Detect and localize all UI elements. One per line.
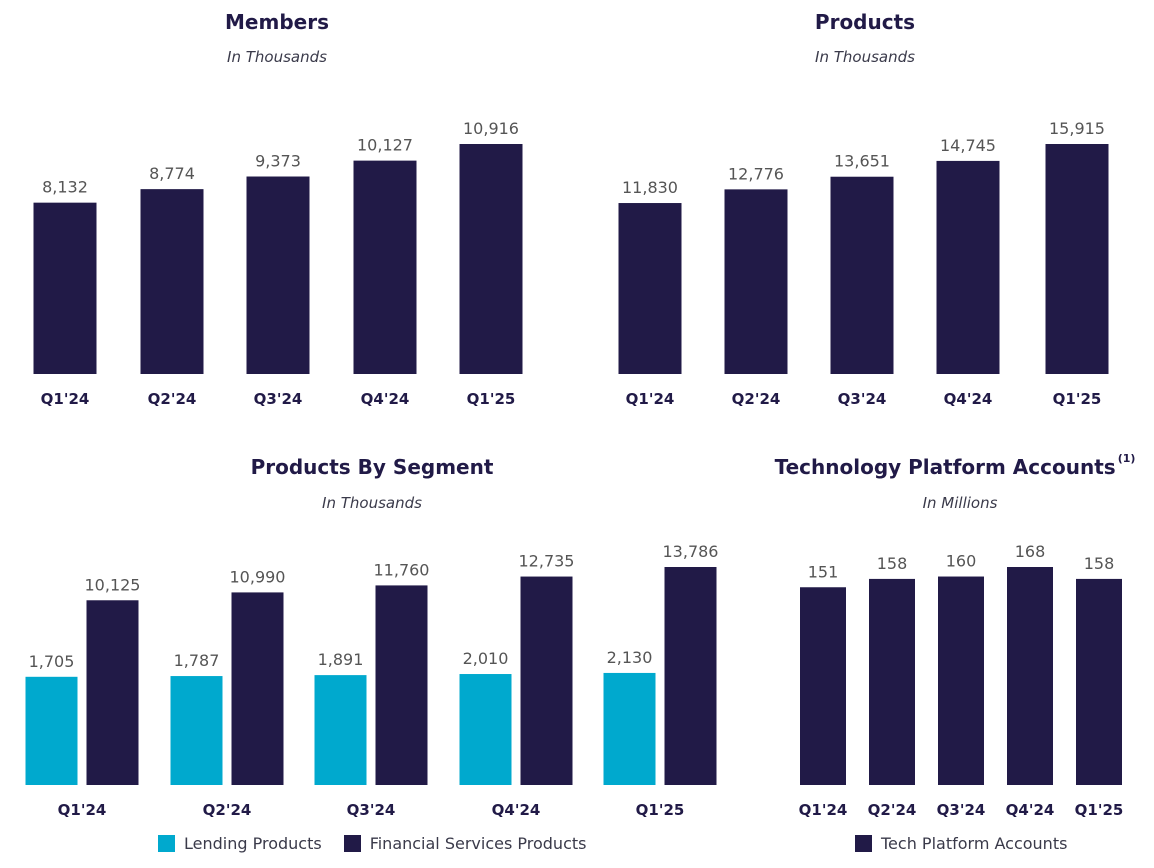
members-bar-4 [459,144,523,374]
members-bar-2 [246,176,310,374]
tech-bar-3 [1007,567,1053,785]
segment-data-label: 2,010 [463,649,509,668]
segment-bar-financial-0 [86,600,139,785]
segment-bar-financial-1 [231,592,284,785]
tech-chart-footnote: (1) [1117,452,1136,466]
legend-swatch-financial [343,835,361,852]
legend-item-tech: Tech Platform Accounts [855,834,1067,853]
products-bar-4 [1045,144,1109,374]
tech-legend: Tech Platform Accounts [855,834,1089,853]
products-chart-subtitle: In Thousands [815,48,915,66]
legend-label-financial: Financial Services Products [369,834,587,853]
segment-data-label: 13,786 [663,542,719,561]
segment-data-label: 11,760 [374,560,430,579]
members-data-label: 8,774 [149,164,195,183]
tech-category-label: Q2'24 [868,801,917,819]
segment-data-label: 12,735 [519,552,575,571]
segment-data-label: 1,705 [29,652,75,671]
segment-category-label: Q1'25 [636,801,685,819]
segment-category-label: Q4'24 [492,801,541,819]
segment-chart-title: Products By Segment [250,455,494,479]
members-data-label: 10,127 [357,136,413,155]
products-chart-title: Products [814,10,916,34]
tech-bar-2 [938,576,984,785]
members-data-label: 8,132 [42,178,88,197]
segment-category-label: Q2'24 [203,801,252,819]
segment-bar-lending-4 [603,672,656,785]
tech-data-label: 160 [946,552,977,571]
products-data-label: 12,776 [728,164,784,183]
tech-chart-subtitle: In Millions [922,494,998,512]
legend-swatch-tech [855,835,872,852]
products-category-label: Q1'24 [626,390,675,408]
segment-bar-lending-0 [25,676,78,785]
products-bar-3 [936,160,1000,374]
legend-swatch-lending [158,835,175,852]
legend-item-financial: Financial Services Products [343,834,587,853]
members-category-label: Q1'24 [41,390,90,408]
products-bar-2 [830,176,894,374]
legend-label-lending: Lending Products [184,834,322,853]
segment-legend: Lending Products Financial Services Prod… [158,834,608,853]
segment-bar-lending-1 [170,676,223,785]
products-category-label: Q3'24 [838,390,887,408]
products-bar-0 [618,203,682,374]
members-data-label: 10,916 [463,119,519,138]
tech-category-label: Q1'25 [1075,801,1124,819]
products-data-label: 15,915 [1049,119,1105,138]
products-data-label: 11,830 [622,178,678,197]
segment-bar-financial-2 [375,585,428,785]
segment-data-label: 10,125 [85,575,141,594]
tech-data-label: 158 [1084,554,1115,573]
tech-category-label: Q3'24 [937,801,986,819]
products-category-label: Q1'25 [1053,390,1102,408]
members-category-label: Q3'24 [254,390,303,408]
segment-data-label: 10,990 [230,567,286,586]
products-category-label: Q2'24 [732,390,781,408]
products-data-label: 13,651 [834,152,890,171]
segment-bar-lending-2 [314,675,367,785]
tech-data-label: 151 [808,562,839,581]
members-chart-title: Members [225,10,329,34]
members-chart-subtitle: In Thousands [227,48,327,66]
tech-category-label: Q1'24 [799,801,848,819]
members-category-label: Q1'25 [467,390,516,408]
segment-category-label: Q3'24 [347,801,396,819]
legend-item-lending: Lending Products [158,834,322,853]
tech-data-label: 158 [877,554,908,573]
segment-data-label: 1,891 [318,650,364,669]
tech-category-label: Q4'24 [1006,801,1055,819]
tech-data-label: 168 [1015,542,1046,561]
members-data-label: 9,373 [255,152,301,171]
tech-bar-0 [800,587,846,785]
segment-category-label: Q1'24 [58,801,107,819]
members-bar-3 [353,160,417,374]
segment-chart-subtitle: In Thousands [322,494,422,512]
products-category-label: Q4'24 [944,390,993,408]
tech-chart-title: Technology Platform Accounts (1) [770,452,1140,479]
tech-bar-1 [869,578,915,785]
segment-bar-lending-3 [459,674,512,785]
products-bar-1 [724,189,788,374]
members-category-label: Q2'24 [148,390,197,408]
tech-chart-title-text: Technology Platform Accounts [774,455,1116,479]
members-category-label: Q4'24 [361,390,410,408]
segment-data-label: 1,787 [174,651,220,670]
members-bar-1 [140,189,204,374]
legend-label-tech: Tech Platform Accounts [881,834,1068,853]
segment-bar-financial-3 [520,576,573,785]
products-data-label: 14,745 [940,136,996,155]
members-bar-0 [33,202,97,374]
segment-data-label: 2,130 [607,648,653,667]
segment-bar-financial-4 [664,567,717,785]
tech-bar-4 [1076,578,1122,785]
